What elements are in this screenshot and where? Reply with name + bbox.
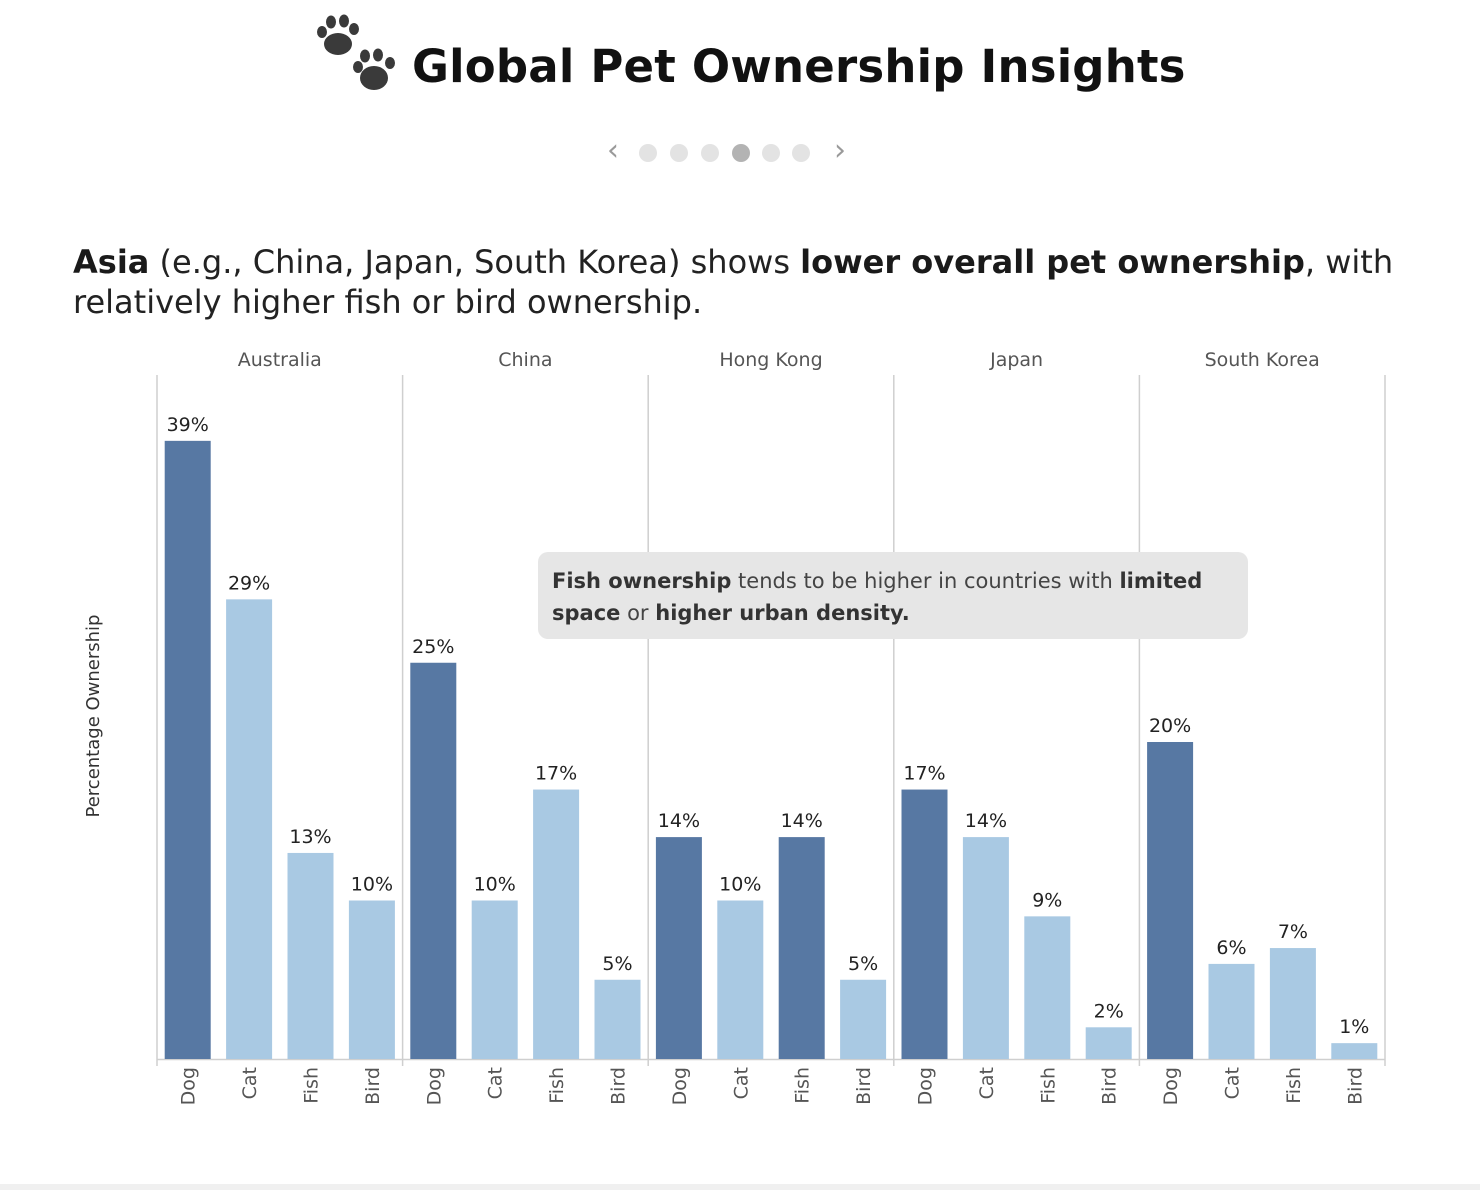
bar-japan-bird — [1085, 1027, 1132, 1059]
x-tick-label: Cat — [485, 1067, 507, 1099]
bar-china-bird — [594, 979, 641, 1059]
panel-header-japan: Japan — [989, 349, 1043, 371]
data-label: 14% — [658, 810, 700, 832]
x-tick-label: Bird — [362, 1067, 384, 1105]
annotation-bold-3: higher urban density. — [655, 601, 910, 625]
bar-south-korea-fish — [1269, 948, 1316, 1059]
bar-hong-kong-fish — [778, 837, 825, 1059]
x-tick-label: Fish — [546, 1067, 568, 1104]
data-label: 9% — [1032, 889, 1062, 911]
pager-dot-6[interactable] — [792, 144, 810, 162]
story-pager: ‹ › — [600, 136, 860, 168]
chevron-left-icon[interactable]: ‹ — [607, 133, 619, 168]
data-label: 25% — [412, 636, 454, 658]
chevron-right-icon[interactable]: › — [834, 133, 846, 168]
pager-dot-4[interactable] — [732, 144, 750, 162]
annotation-bold-1: Fish ownership — [552, 569, 732, 593]
data-label: 14% — [781, 810, 823, 832]
data-label: 29% — [228, 572, 270, 594]
data-label: 14% — [965, 810, 1007, 832]
x-tick-label: Cat — [976, 1067, 998, 1099]
page-title: Global Pet Ownership Insights — [412, 40, 1186, 93]
x-tick-label: Bird — [853, 1067, 875, 1105]
x-tick-label: Fish — [1037, 1067, 1059, 1104]
bar-australia-fish — [287, 852, 334, 1059]
pager-dot-3[interactable] — [701, 144, 719, 162]
data-label: 20% — [1149, 715, 1191, 737]
x-tick-label: Fish — [301, 1067, 323, 1104]
x-tick-label: Dog — [178, 1067, 200, 1105]
bar-japan-fish — [1024, 916, 1071, 1059]
x-tick-label: Cat — [730, 1067, 752, 1099]
panel-header-china: China — [498, 349, 552, 371]
bar-hong-kong-bird — [840, 979, 887, 1059]
bar-hong-kong-dog — [655, 837, 702, 1059]
x-tick-label: Bird — [1344, 1067, 1366, 1105]
pager-dot-5[interactable] — [762, 144, 780, 162]
data-label: 1% — [1339, 1016, 1369, 1038]
data-label: 39% — [167, 414, 209, 436]
x-tick-label: Fish — [1283, 1067, 1305, 1104]
data-label: 5% — [602, 953, 632, 975]
bar-south-korea-dog — [1147, 742, 1194, 1059]
annotation-text-1: tends to be higher in countries with — [731, 569, 1120, 593]
bar-china-fish — [533, 789, 580, 1059]
bar-australia-bird — [348, 900, 395, 1059]
x-tick-label: Dog — [669, 1067, 691, 1105]
data-label: 10% — [474, 874, 516, 896]
bar-hong-kong-cat — [717, 900, 764, 1059]
story-caption: Asia (e.g., China, Japan, South Korea) s… — [73, 242, 1403, 322]
x-tick-label: Dog — [423, 1067, 445, 1105]
data-label: 13% — [289, 826, 331, 848]
data-label: 2% — [1094, 1000, 1124, 1022]
data-label: 10% — [719, 874, 761, 896]
bar-south-korea-bird — [1331, 1043, 1378, 1059]
y-axis-label: Percentage Ownership — [83, 615, 104, 818]
bar-china-cat — [471, 900, 518, 1059]
caption-text-2: , with relatively higher fish or bird ow… — [73, 243, 1394, 321]
pager-dot-1[interactable] — [639, 144, 657, 162]
bar-australia-cat — [226, 599, 273, 1059]
bar-japan-cat — [962, 837, 1009, 1059]
annotation-box: Fish ownership tends to be higher in cou… — [538, 552, 1248, 639]
data-label: 7% — [1278, 921, 1308, 943]
pager-dot-2[interactable] — [670, 144, 688, 162]
annotation-bold-2: limited space — [552, 569, 1203, 625]
data-label: 6% — [1216, 937, 1246, 959]
x-tick-label: Dog — [915, 1067, 937, 1105]
x-tick-label: Cat — [239, 1067, 261, 1099]
annotation-text-2: or — [620, 601, 656, 625]
panel-header-australia: Australia — [238, 349, 322, 371]
caption-region: Asia — [73, 243, 150, 281]
x-tick-label: Fish — [792, 1067, 814, 1104]
data-label: 5% — [848, 953, 878, 975]
x-tick-label: Dog — [1160, 1067, 1182, 1105]
bar-south-korea-cat — [1208, 963, 1255, 1059]
header: Global Pet Ownership Insights — [0, 10, 1480, 110]
caption-emphasis: lower overall pet ownership — [800, 243, 1305, 281]
panel-header-hong-kong: Hong Kong — [719, 349, 822, 371]
caption-text-1: (e.g., China, Japan, South Korea) shows — [149, 243, 801, 281]
data-label: 17% — [903, 763, 945, 785]
bar-japan-dog — [901, 789, 948, 1059]
paw-prints-icon — [317, 14, 395, 90]
x-tick-label: Bird — [608, 1067, 630, 1105]
bar-china-dog — [410, 662, 457, 1059]
data-label: 17% — [535, 763, 577, 785]
x-tick-label: Bird — [1099, 1067, 1121, 1105]
data-label: 10% — [351, 874, 393, 896]
bar-australia-dog — [164, 440, 211, 1060]
panel-header-south-korea: South Korea — [1205, 349, 1320, 371]
bottom-divider — [0, 1184, 1480, 1190]
x-tick-label: Cat — [1222, 1067, 1244, 1099]
